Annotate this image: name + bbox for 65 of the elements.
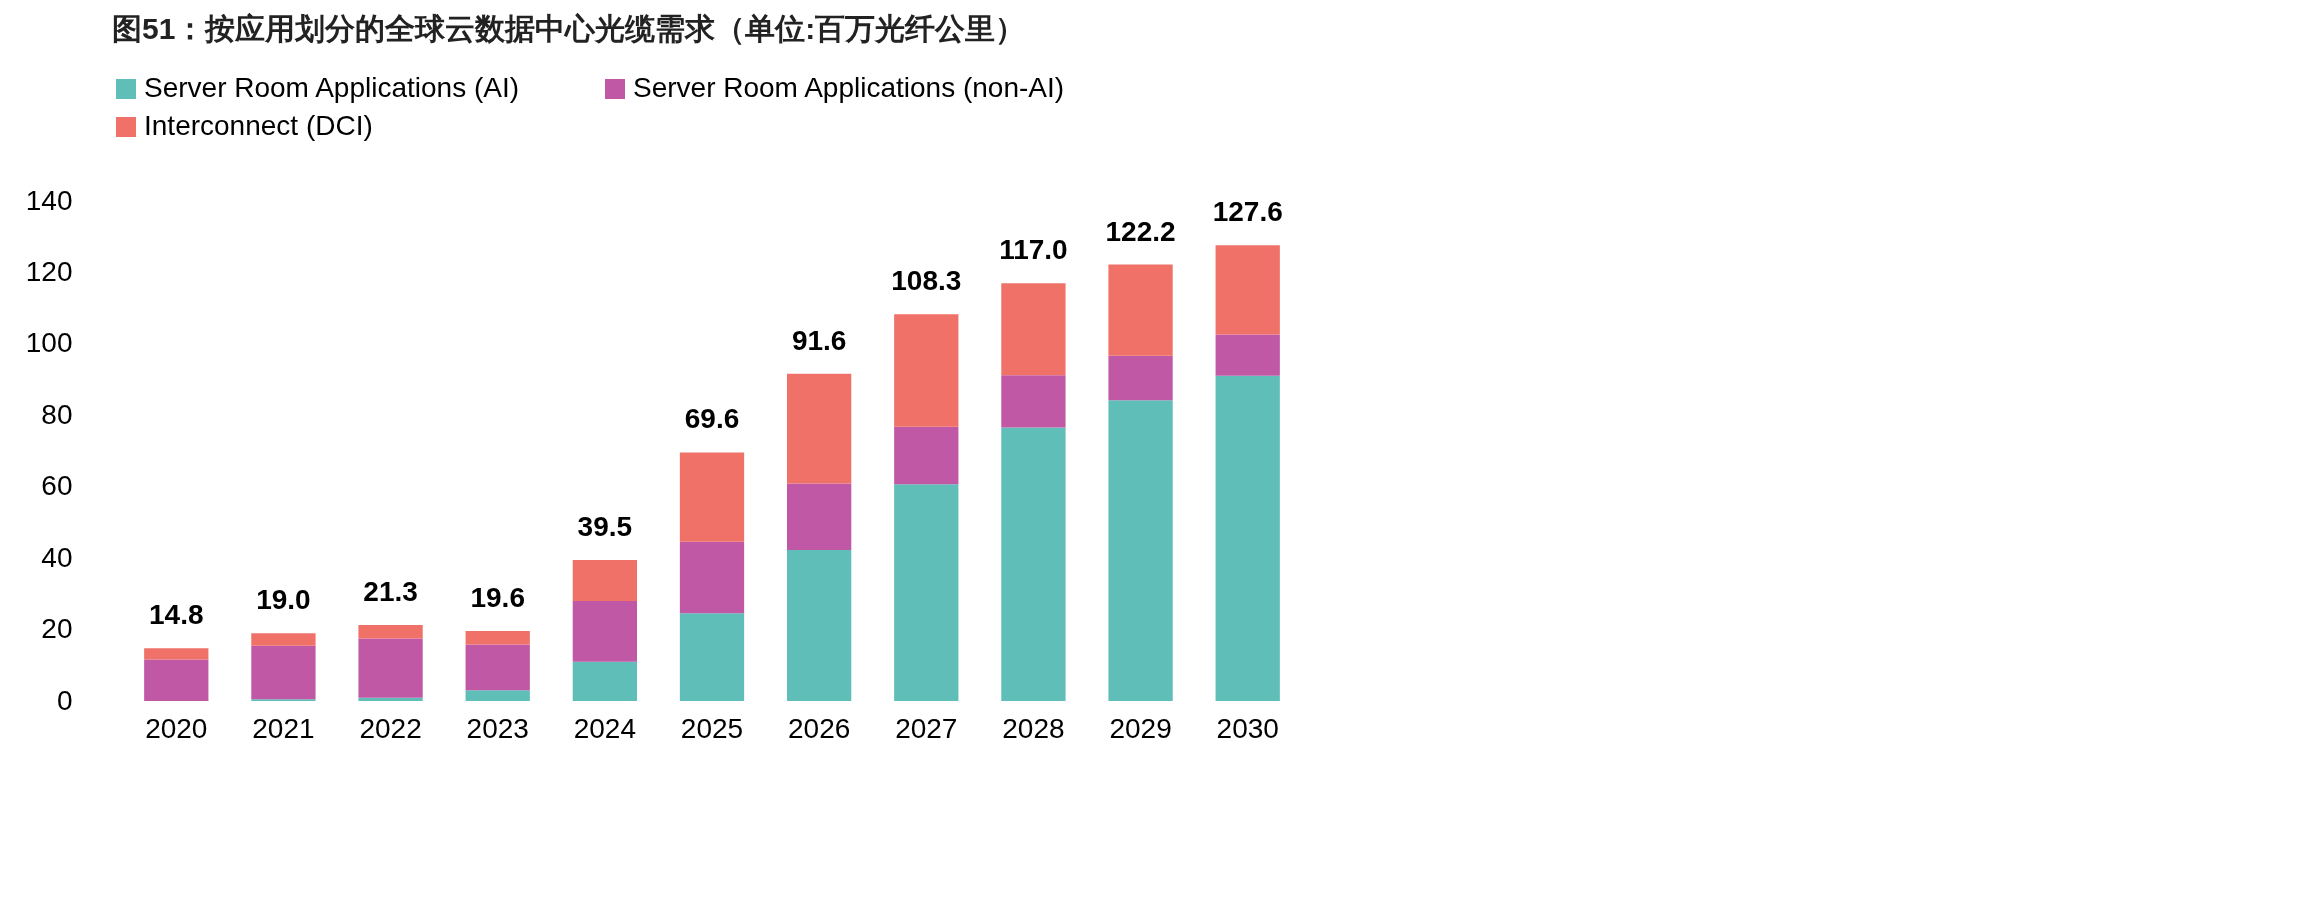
total-label: 127.6 <box>1212 196 1283 228</box>
y-tick-label: 120 <box>25 255 73 287</box>
legend-label: Server Room Applications (non-AI) <box>633 72 1065 103</box>
bar <box>144 648 209 660</box>
total-label: 19.6 <box>470 582 525 613</box>
bar <box>358 638 423 698</box>
y-tick-label: 0 <box>56 684 73 716</box>
x-tick-label: 2020 <box>145 712 208 744</box>
bar <box>1215 245 1280 335</box>
total-label: 117.0 <box>999 234 1068 266</box>
y-tick-label: 80 <box>41 398 73 430</box>
x-tick-label: 2028 <box>1002 712 1065 744</box>
x-tick-label: 2023 <box>466 712 529 744</box>
bar <box>465 690 530 701</box>
bar <box>1108 400 1173 701</box>
x-tick-label: 2026 <box>787 712 851 744</box>
legend-label: Interconnect (DCI) <box>144 110 373 141</box>
bar <box>679 613 745 701</box>
bar <box>679 541 745 614</box>
total-label: 69.6 <box>684 403 740 435</box>
x-tick-label: 2027 <box>895 712 958 744</box>
bar <box>894 426 959 485</box>
bar <box>1108 264 1173 356</box>
x-tick-label: 2029 <box>1109 712 1172 744</box>
legend-label: Server Room Applications (AI) <box>144 72 520 103</box>
bar <box>1215 334 1280 376</box>
bar <box>787 549 852 701</box>
bar <box>358 697 423 701</box>
bar <box>572 559 637 601</box>
y-tick-label: 60 <box>41 470 73 502</box>
bar <box>251 633 316 646</box>
x-tick-label: 2024 <box>573 712 637 744</box>
y-tick-label: 40 <box>41 541 73 573</box>
y-tick-label: 100 <box>25 327 73 359</box>
x-tick-label: 2030 <box>1216 712 1279 744</box>
bar <box>251 645 316 700</box>
bar <box>358 624 423 639</box>
total-label: 122.2 <box>1105 215 1176 247</box>
bar <box>144 659 209 701</box>
total-label: 21.3 <box>363 575 418 607</box>
y-tick-label: 20 <box>41 613 73 645</box>
chart-title: 图51：按应用划分的全球云数据中心光缆需求（单位:百万光纤公里） <box>112 12 1026 45</box>
bar <box>465 631 530 645</box>
bar <box>572 601 637 662</box>
y-tick-label: 140 <box>25 184 73 216</box>
bar <box>787 373 852 484</box>
bar <box>1215 375 1280 701</box>
bar <box>1001 283 1066 376</box>
x-tick-label: 2025 <box>680 712 744 744</box>
bar <box>1001 427 1066 701</box>
x-tick-label: 2021 <box>252 712 315 744</box>
total-label: 19.0 <box>256 584 311 616</box>
bar <box>465 644 530 691</box>
bar <box>894 484 959 701</box>
bar <box>1108 355 1173 401</box>
bar <box>679 452 745 542</box>
bar <box>894 314 959 427</box>
bar <box>1001 375 1066 428</box>
total-label: 39.5 <box>577 510 633 542</box>
total-label: 91.6 <box>791 324 847 356</box>
x-tick-label: 2022 <box>359 712 422 744</box>
bar <box>572 661 637 701</box>
total-label: 14.8 <box>149 599 204 631</box>
total-label: 108.3 <box>891 265 962 297</box>
bar <box>787 483 852 550</box>
